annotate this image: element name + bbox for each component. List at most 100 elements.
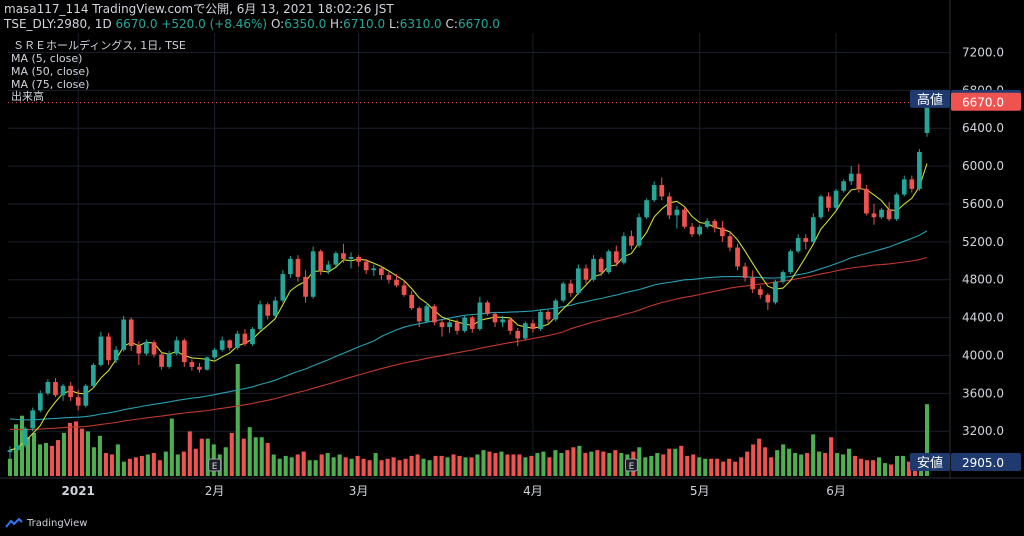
- volume-bar: [763, 447, 768, 476]
- candle-body: [295, 258, 301, 277]
- volume-bar: [259, 437, 264, 476]
- volume-bar: [924, 404, 930, 476]
- candle-body: [235, 333, 240, 348]
- candle-body: [60, 385, 66, 396]
- volume-bar: [349, 458, 354, 476]
- candle-body: [856, 173, 862, 189]
- volume-bar: [115, 444, 120, 476]
- earnings-marker-text: E: [212, 462, 218, 472]
- volume-bar: [157, 460, 162, 476]
- legend-ma75[interactable]: MA (75, close): [11, 78, 89, 91]
- volume-bar: [145, 454, 150, 476]
- candle-body: [886, 209, 892, 220]
- chart-header: masa117_114 TradingView.comで公開, 6月 13, 2…: [4, 2, 1020, 32]
- candle-body: [371, 268, 377, 271]
- volume-bar: [607, 453, 612, 476]
- symbol[interactable]: TSE_DLY:2980, 1D: [4, 17, 112, 31]
- candle-body: [894, 194, 900, 220]
- tradingview-brand[interactable]: TradingView: [5, 514, 205, 532]
- ohlc-line: TSE_DLY:2980, 1D 6670.0 +520.0 (+8.46%) …: [4, 17, 1020, 32]
- earnings-marker[interactable]: [208, 458, 222, 472]
- candle-body: [303, 276, 308, 297]
- earnings-marker[interactable]: [624, 458, 638, 472]
- volume-bar: [49, 445, 54, 476]
- price-tick: 6400.0: [962, 121, 1004, 135]
- legend-ma5[interactable]: MA (5, close): [11, 52, 82, 65]
- candle-body: [121, 319, 127, 350]
- candle-body: [401, 285, 407, 295]
- candle-body: [272, 300, 278, 316]
- time-tick: 4月: [523, 484, 543, 498]
- candle-body: [757, 289, 763, 295]
- time-tick: 2月: [205, 484, 225, 498]
- candle-body: [568, 283, 574, 293]
- candle-body: [712, 221, 718, 228]
- volume-bar: [295, 454, 300, 476]
- candle-body: [447, 322, 452, 328]
- candle-body: [166, 353, 172, 367]
- time-axis[interactable]: 2021 2月 3月 4月 5月 6月: [0, 477, 1024, 498]
- volume-bar: [331, 457, 336, 476]
- legend-volume[interactable]: 出来高: [11, 89, 44, 103]
- candle-body: [682, 209, 687, 227]
- candle-body: [576, 268, 581, 293]
- candle-body: [780, 272, 786, 282]
- candle-body: [606, 251, 612, 273]
- volume-bar: [906, 461, 912, 476]
- high-value: 6710.0: [343, 17, 386, 31]
- price-tick: 4000.0: [962, 348, 1004, 362]
- candle-body: [83, 385, 89, 406]
- volume-bar: [367, 460, 372, 476]
- volume-bar: [667, 448, 672, 476]
- candle-body: [409, 294, 415, 309]
- volume-bar: [601, 451, 606, 476]
- candle-body: [159, 354, 164, 367]
- candle-body: [553, 300, 559, 320]
- candle-body: [106, 336, 111, 361]
- earnings-marker-text: E: [629, 462, 635, 472]
- volume-bar: [319, 454, 324, 476]
- candle-body: [788, 251, 793, 273]
- volume-bar: [823, 453, 828, 476]
- volume-bar: [685, 455, 690, 476]
- close-label: C:: [445, 17, 458, 31]
- volume-bar: [733, 461, 738, 476]
- volume-bar: [565, 450, 570, 476]
- candle-body: [325, 264, 331, 271]
- legend-ma50[interactable]: MA (50, close): [11, 65, 89, 78]
- volume-bar: [889, 464, 894, 476]
- volume-bar: [487, 451, 492, 476]
- candle-body: [416, 308, 422, 322]
- volume-bar: [67, 422, 72, 476]
- volume-bar: [73, 421, 78, 476]
- volume-bar: [199, 438, 204, 476]
- volume-bar: [589, 451, 594, 476]
- candle-body: [598, 258, 604, 273]
- candle-body: [37, 393, 43, 411]
- volume-bar: [781, 444, 786, 476]
- candle-body: [144, 342, 149, 354]
- candle-body: [53, 381, 58, 396]
- volume-bar: [703, 458, 708, 476]
- candle-body: [727, 236, 733, 248]
- candle-body: [507, 319, 513, 331]
- candle-body: [378, 268, 384, 275]
- volume-bar: [811, 434, 816, 476]
- volume-bar: [37, 444, 43, 476]
- volume-bar: [127, 458, 132, 476]
- candle-body: [924, 102, 930, 133]
- candle-body: [644, 200, 649, 218]
- close-badge-value-box: [951, 92, 1021, 111]
- volume-bar: [247, 427, 252, 476]
- volume-bar: [421, 458, 426, 476]
- high-badge-label: 高値: [917, 92, 943, 108]
- candle-body: [227, 340, 233, 348]
- candle-body: [621, 236, 627, 263]
- legend-title[interactable]: ＳＲＥホールディングス, 1日, TSE: [13, 38, 186, 52]
- volume-bar: [529, 455, 534, 476]
- candle-body: [45, 381, 51, 394]
- candle-body: [257, 304, 263, 329]
- low-badge-label-box: [910, 453, 950, 471]
